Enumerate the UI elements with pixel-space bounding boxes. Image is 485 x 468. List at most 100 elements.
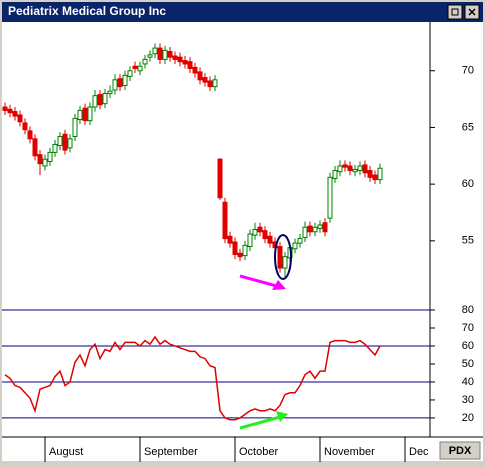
candle-body [42, 158, 48, 167]
candle-body [7, 108, 13, 114]
candle-body [112, 79, 118, 91]
candle-body [302, 226, 308, 238]
candle-body [247, 233, 253, 248]
candle-body [102, 92, 108, 105]
annotation-arrow [239, 274, 281, 289]
candle-body [17, 114, 23, 123]
candle-body [157, 47, 163, 60]
y-tick-label: 30 [462, 394, 474, 406]
y-tick-label: 70 [462, 322, 474, 334]
candle-body [197, 71, 203, 81]
close-icon [468, 8, 476, 16]
candle-body [92, 95, 98, 108]
candle-body [37, 154, 43, 165]
candle-body [227, 235, 233, 244]
candle-body [262, 230, 268, 240]
candle-body [82, 107, 88, 122]
candle-body [292, 242, 298, 250]
candle-body [27, 130, 33, 140]
candle-body [57, 136, 63, 147]
candle-body [132, 65, 138, 69]
candle-body [357, 165, 363, 172]
arrowhead [276, 411, 288, 422]
candle-body [142, 58, 148, 65]
maximize-icon [451, 8, 459, 16]
candle-body [232, 241, 238, 255]
symbol-box [439, 441, 481, 460]
candle-body [342, 164, 348, 168]
x-tick-label: November [324, 446, 375, 458]
candle-body [62, 133, 68, 151]
candle-body [377, 167, 383, 181]
candle-body [322, 222, 328, 233]
candle-body [47, 151, 53, 162]
y-tick-label: 50 [462, 358, 474, 370]
candle-body [252, 228, 258, 236]
candle-body [2, 106, 8, 111]
candle-body [237, 252, 243, 258]
candle-body [192, 66, 198, 74]
y-tick-label: 60 [462, 178, 474, 190]
y-tick-label: 65 [462, 121, 474, 133]
candle-body [312, 226, 318, 233]
candle-body [212, 79, 218, 88]
y-tick-label: 20 [462, 412, 474, 424]
candle-body [352, 168, 358, 173]
candle-body [242, 244, 248, 257]
candle-body [372, 174, 378, 181]
candle-body [97, 94, 103, 106]
candle-body [147, 54, 153, 58]
candle-body [317, 224, 323, 229]
y-tick-label: 70 [462, 65, 474, 77]
candle-body [172, 55, 178, 60]
candle-body [67, 138, 73, 149]
x-tick-label: Dec [409, 446, 429, 458]
indicator-line [4, 335, 381, 421]
arrowhead [272, 280, 286, 290]
title-bar [2, 2, 483, 22]
candle-body [337, 165, 343, 173]
candle-body [122, 74, 128, 86]
x-tick-label: October [239, 446, 278, 458]
candle-body [117, 78, 123, 88]
candle-body [162, 49, 168, 60]
candle-body [22, 122, 28, 131]
candle-body [222, 201, 228, 240]
maximize-button[interactable] [447, 4, 463, 20]
candle-body [32, 138, 38, 157]
candle-body [177, 56, 183, 63]
candle-body [332, 170, 338, 179]
candle-body [167, 50, 173, 58]
highlight-ellipse [274, 234, 292, 280]
candle-body [127, 70, 133, 77]
candle-body [77, 109, 83, 121]
candle-body [72, 117, 78, 138]
y-tick-label: 55 [462, 235, 474, 247]
plot-layer: 55 60 65 70 August September October November De… [2, 43, 474, 462]
annotation-arrow [239, 415, 281, 430]
y-tick-label: 40 [462, 376, 474, 388]
window-title: Pediatrix Medical Group Inc [8, 4, 166, 18]
candle-body [217, 158, 223, 199]
candle-body [257, 226, 263, 233]
candle-body [327, 176, 333, 219]
candle-body [107, 90, 113, 94]
candle-body [307, 225, 313, 233]
candle-body [202, 77, 208, 83]
candle-body [87, 106, 93, 122]
candle-body [187, 61, 193, 69]
candle-body [12, 111, 18, 117]
y-tick-label: 80 [462, 304, 474, 316]
candle-body [367, 170, 373, 178]
candle-body [137, 65, 143, 72]
candle-body [207, 80, 213, 88]
candle-body [152, 47, 158, 55]
symbol-label: PDX [449, 445, 472, 457]
candle-body [277, 246, 283, 269]
y-tick-label: 60 [462, 340, 474, 352]
plot-background [2, 22, 483, 461]
candle-body [362, 164, 368, 174]
x-tick-label: August [49, 446, 83, 458]
